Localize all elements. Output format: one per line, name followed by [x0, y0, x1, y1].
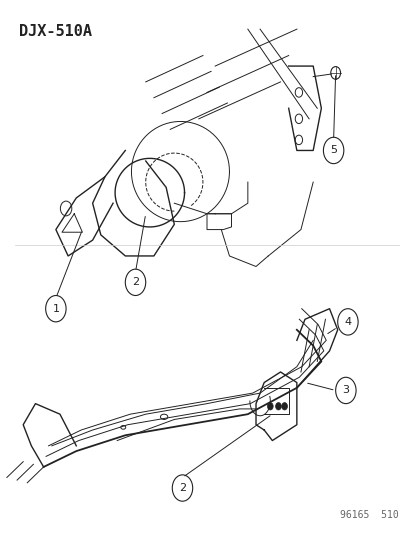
Text: DJX-510A: DJX-510A: [19, 24, 92, 39]
Text: 4: 4: [344, 317, 351, 327]
Circle shape: [281, 402, 287, 410]
Circle shape: [275, 402, 281, 410]
Text: 2: 2: [132, 277, 139, 287]
Circle shape: [267, 402, 273, 410]
Text: 96165  510: 96165 510: [339, 510, 398, 520]
Text: 1: 1: [52, 304, 59, 314]
Text: 5: 5: [329, 146, 336, 156]
Text: 2: 2: [178, 483, 185, 493]
Text: 3: 3: [342, 385, 349, 395]
